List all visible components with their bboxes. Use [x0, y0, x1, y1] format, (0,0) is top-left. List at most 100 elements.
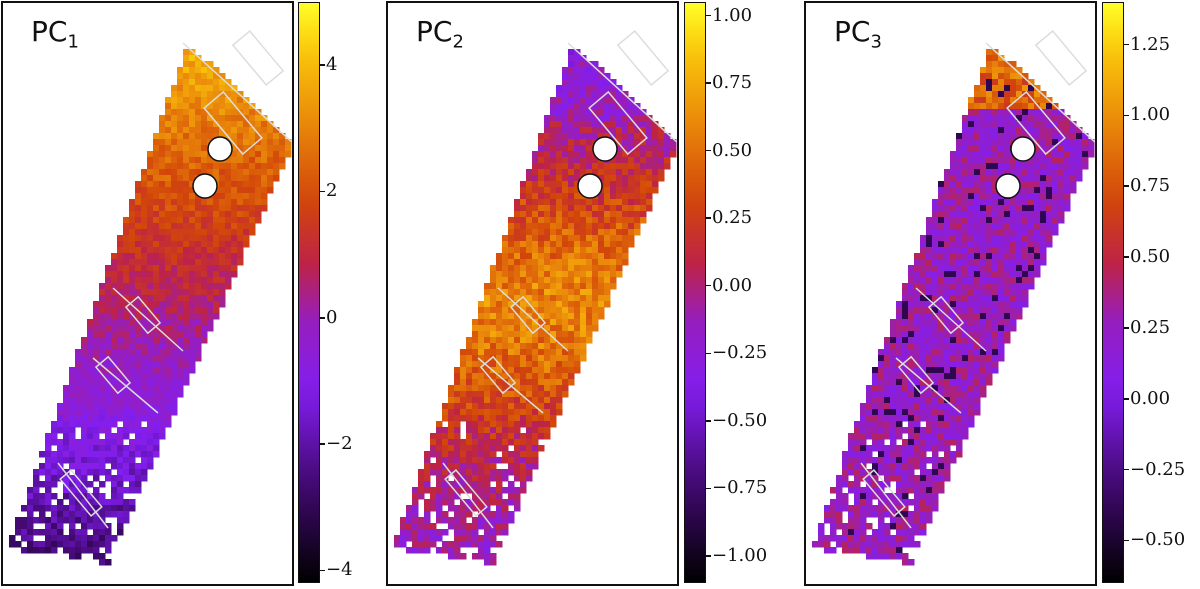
map-pixel: [890, 373, 897, 380]
map-pixel: [484, 553, 491, 560]
map-pixel: [508, 415, 515, 422]
map-pixel: [932, 319, 939, 326]
map-pixel: [896, 325, 903, 332]
map-pixel: [135, 223, 142, 230]
map-pixel: [189, 85, 196, 92]
map-pixel: [562, 331, 569, 338]
map-pixel: [848, 463, 855, 470]
map-pixel: [478, 319, 485, 326]
map-pixel: [998, 271, 1005, 278]
map-pixel: [484, 313, 491, 320]
map-pixel: [105, 403, 112, 410]
map-pixel: [93, 385, 100, 392]
map-pixel: [860, 433, 867, 440]
map-pixel: [69, 463, 76, 470]
map-pixel: [944, 181, 951, 188]
map-pixel: [962, 415, 969, 422]
map-pixel: [75, 361, 82, 368]
map-pixel: [556, 319, 563, 326]
map-pixel: [532, 325, 539, 332]
map-pixel: [532, 409, 539, 416]
map-pixel: [968, 187, 975, 194]
map-pixel: [974, 193, 981, 200]
map-pixel: [436, 547, 443, 554]
map-pixel: [159, 199, 166, 206]
colorbar-tick-label: 2: [326, 180, 338, 202]
map-pixel: [502, 355, 509, 362]
map-pixel: [213, 235, 220, 242]
map-pixel: [177, 337, 184, 344]
map-pixel: [920, 271, 927, 278]
map-pixel: [15, 529, 22, 536]
map-pixel: [502, 445, 509, 452]
map-pixel: [932, 295, 939, 302]
map-pixel: [261, 139, 268, 146]
map-pixel: [580, 163, 587, 170]
map-pixel: [592, 259, 599, 266]
map-pixel: [63, 385, 70, 392]
map-pixel: [207, 301, 214, 308]
map-pixel: [87, 517, 94, 524]
map-pixel: [920, 361, 927, 368]
map-pixel: [968, 181, 975, 188]
map-pixel: [956, 205, 963, 212]
map-pixel: [502, 457, 509, 464]
map-pixel: [249, 151, 256, 158]
map-pixel: [207, 211, 214, 218]
map-pixel: [538, 217, 545, 224]
map-pixel: [634, 151, 641, 158]
map-pixel: [1034, 97, 1041, 104]
map-pixel: [183, 55, 190, 62]
map-pixel: [153, 277, 160, 284]
map-pixel: [267, 133, 274, 140]
map-pixel: [502, 361, 509, 368]
map-pixel: [604, 109, 611, 116]
map-pixel: [183, 181, 190, 188]
map-pixel: [1028, 271, 1035, 278]
slit-line: [92, 357, 159, 414]
map-pixel: [616, 217, 623, 224]
map-pixel: [195, 253, 202, 260]
map-pixel: [508, 319, 515, 326]
map-pixel: [550, 127, 557, 134]
map-pixel: [135, 253, 142, 260]
map-pixel: [896, 475, 903, 482]
map-pixel: [508, 361, 515, 368]
map-pixel: [243, 235, 250, 242]
map-pixel: [231, 103, 238, 110]
map-pixel: [944, 451, 951, 458]
map-pixel: [998, 277, 1005, 284]
map-pixel: [135, 265, 142, 272]
map-pixel: [986, 97, 993, 104]
map-pixel: [454, 391, 461, 398]
map-pixel: [123, 241, 130, 248]
map-pixel: [267, 169, 274, 176]
map-pixel: [496, 457, 503, 464]
map-pixel: [622, 145, 629, 152]
map-pixel: [159, 121, 166, 128]
map-pixel: [622, 217, 629, 224]
map-pixel: [896, 415, 903, 422]
map-pixel: [586, 205, 593, 212]
map-pixel: [640, 181, 647, 188]
map-pixel: [219, 223, 226, 230]
map-pixel: [195, 325, 202, 332]
map-pixel: [207, 229, 214, 236]
map-pixel: [884, 553, 891, 560]
map-pixel: [962, 391, 969, 398]
map-pixel: [249, 193, 256, 200]
map-pixel: [460, 349, 467, 356]
map-pixel: [628, 235, 635, 242]
map-pixel: [848, 541, 855, 548]
map-pixel: [129, 307, 136, 314]
map-pixel: [520, 463, 527, 470]
map-pixel: [914, 343, 921, 350]
map-pixel: [1016, 235, 1023, 242]
map-pixel: [153, 145, 160, 152]
map-pixel: [424, 481, 431, 488]
map-pixel: [93, 361, 100, 368]
map-pixel: [992, 349, 999, 356]
map-pixel: [568, 211, 575, 218]
map-pixel: [279, 157, 286, 164]
map-pixel: [562, 343, 569, 350]
